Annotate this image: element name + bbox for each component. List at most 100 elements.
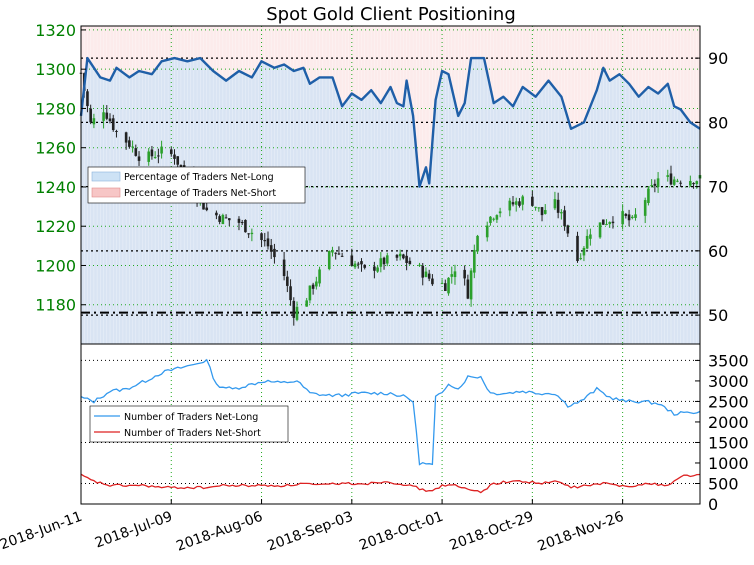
candle-body: [469, 270, 473, 300]
count-tick-label: 1500: [708, 433, 749, 452]
date-tick-label: 2018-Oct-01: [357, 509, 445, 554]
candle-body: [244, 219, 247, 233]
candle-body: [311, 284, 315, 289]
candle-body: [450, 274, 454, 277]
price-tick-label: 1240: [35, 178, 76, 197]
candle-body: [215, 212, 218, 216]
candle-body: [511, 202, 515, 205]
candle-body: [228, 218, 231, 221]
candle-body: [363, 264, 367, 268]
legend-label-count-short: Number of Traders Net-Short: [124, 428, 261, 439]
trader-count-lines: [80, 358, 701, 494]
candle-body: [308, 285, 312, 301]
candle-body: [589, 234, 592, 239]
price-tick-label: 1260: [35, 139, 76, 158]
candle-body: [611, 221, 615, 224]
candle-body: [447, 277, 450, 294]
candle-body: [534, 206, 537, 208]
candle-body: [89, 108, 92, 123]
candle-body: [608, 222, 612, 225]
candle-body: [327, 251, 331, 270]
candle-body: [621, 211, 624, 225]
candle-body: [408, 260, 412, 265]
candle-body: [463, 269, 466, 279]
count-tick-label: 500: [708, 474, 739, 493]
price-axis: 1180 1200 1220 1240 1260 1280 1300 1320: [35, 21, 86, 315]
candle-body: [160, 146, 163, 154]
candle-body: [576, 235, 579, 262]
candle-body: [601, 219, 605, 225]
candle-body: [650, 185, 653, 187]
candle-body: [627, 214, 631, 221]
legend-swatch-net-long: [91, 171, 121, 182]
date-tick-label: 2018-Aug-06: [174, 509, 265, 555]
candle-body: [676, 180, 679, 182]
candle-body: [630, 216, 634, 218]
price-tick-label: 1220: [35, 217, 76, 236]
count-tick-label: 1000: [708, 454, 749, 473]
candle-body: [379, 258, 383, 267]
candle-body: [695, 181, 699, 185]
candle-body: [402, 254, 405, 259]
net-long-percentage-polyline: [79, 56, 701, 188]
candle-body: [353, 263, 357, 268]
candle-body: [485, 225, 489, 238]
candle-body: [634, 214, 637, 218]
bottom-panel-frame: [80, 343, 701, 505]
candle-body: [473, 249, 476, 273]
candle-body: [440, 283, 444, 285]
candle-body: [315, 281, 318, 287]
candle-body: [137, 156, 141, 161]
candle-body: [518, 201, 521, 206]
candle-body: [514, 201, 518, 205]
candle-body: [672, 179, 676, 185]
count-tick-label: 3500: [708, 351, 749, 370]
candle-body: [585, 235, 589, 249]
candle-body: [373, 266, 376, 271]
top-panel-background: [80, 26, 701, 344]
candle-body: [566, 225, 570, 234]
count-net-short-line: [80, 473, 701, 494]
candle-body: [124, 132, 128, 143]
percentage-tick-label: 90: [708, 49, 728, 68]
candle-body: [560, 212, 563, 214]
candle-body: [286, 276, 289, 286]
candle-body: [282, 259, 286, 276]
candle-body: [153, 157, 157, 159]
candle-body: [224, 217, 228, 219]
candle-body: [537, 207, 541, 209]
candle-body: [337, 253, 341, 255]
candle-body: [666, 175, 670, 177]
candle-body: [92, 118, 96, 125]
candle-body: [115, 130, 118, 132]
percentage-tick-label: 80: [708, 113, 728, 132]
net-long-percentage-line: [79, 56, 701, 188]
candle-body: [260, 233, 263, 241]
candle-body: [263, 240, 267, 242]
candle-body: [521, 196, 524, 205]
candle-body: [356, 263, 360, 265]
date-tick-label: 2018-Sep-03: [265, 509, 355, 555]
candle-body: [173, 154, 176, 159]
candle-body: [624, 213, 628, 216]
legend-label-net-short: Percentage of Traders Net-Short: [124, 188, 276, 199]
candle-body: [250, 232, 254, 235]
candle-body: [334, 252, 337, 254]
candle-body: [305, 300, 308, 307]
legend-label-net-long: Percentage of Traders Net-Long: [124, 172, 274, 183]
percentage-axis: 50 60 70 80 90: [695, 49, 728, 325]
date-tick-label: 2018-Jun-11: [0, 509, 84, 554]
candle-body: [382, 257, 386, 265]
candle-body: [498, 211, 502, 214]
candle-body: [221, 214, 225, 225]
candle-body: [157, 155, 160, 157]
candle-body: [108, 118, 112, 122]
candle-body: [147, 151, 151, 162]
candle-body: [553, 199, 557, 209]
candle-body: [598, 222, 602, 238]
percentage-tick-label: 60: [708, 242, 728, 261]
date-axis: 2018-Jun-11 2018-Jul-09 2018-Aug-06 2018-Se…: [0, 499, 626, 555]
chart-title: Spot Gold Client Positioning: [266, 4, 516, 25]
